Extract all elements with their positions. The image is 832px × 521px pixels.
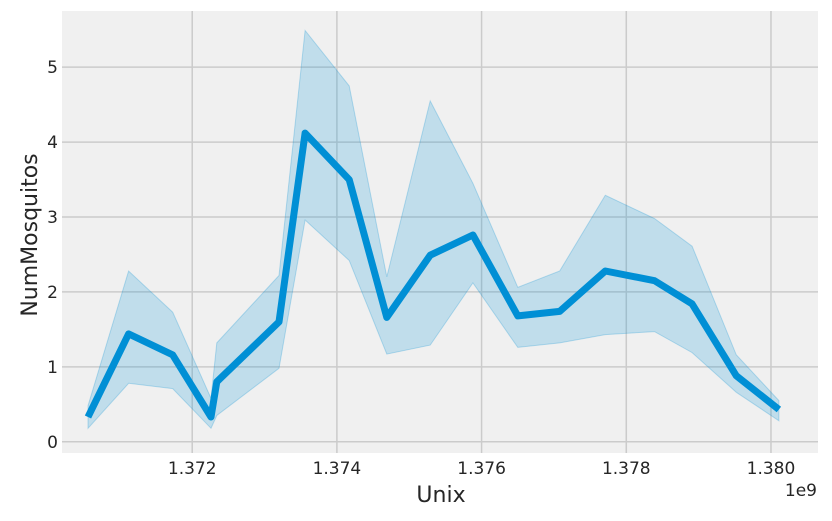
data-point	[427, 252, 434, 259]
grid-lines	[62, 11, 818, 453]
confidence-band	[87, 29, 780, 430]
y-tick-label: 2	[47, 283, 58, 303]
y-tick-label: 3	[47, 208, 58, 228]
y-tick-label: 0	[47, 433, 58, 453]
x-tick-label: 1.378	[602, 459, 651, 479]
data-point	[651, 277, 658, 284]
data-point	[775, 406, 782, 413]
y-tick-label: 4	[47, 133, 58, 153]
data-point	[85, 414, 92, 421]
data-point	[276, 318, 283, 325]
data-point	[733, 372, 740, 379]
y-axis-label: NumMosquitos	[18, 153, 43, 316]
data-point	[169, 351, 176, 358]
x-tick-label: 1.374	[313, 459, 362, 479]
data-point	[383, 314, 390, 321]
x-axis-label: Unix	[416, 483, 465, 508]
tick-labels: 1.372 1.374 1.376 1.378 1.380 0 1 2 3 4 5	[47, 58, 795, 479]
data-point	[302, 130, 309, 137]
data-point	[346, 176, 353, 183]
data-point	[125, 330, 132, 337]
x-axis-offset-label: 1e9	[785, 481, 817, 501]
data-point	[213, 378, 220, 385]
data-point	[556, 308, 563, 315]
series-line	[84, 129, 782, 421]
x-tick-label: 1.372	[168, 459, 217, 479]
data-point	[602, 268, 609, 275]
y-tick-label: 1	[47, 358, 58, 378]
data-point	[514, 312, 521, 319]
y-tick-label: 5	[47, 58, 58, 78]
series-0-ci-band	[87, 29, 780, 430]
data-point	[689, 300, 696, 307]
x-tick-label: 1.376	[457, 459, 506, 479]
data-point	[469, 232, 476, 239]
series-0-line	[84, 129, 782, 421]
data-point	[208, 414, 215, 421]
x-tick-label: 1.380	[747, 459, 796, 479]
